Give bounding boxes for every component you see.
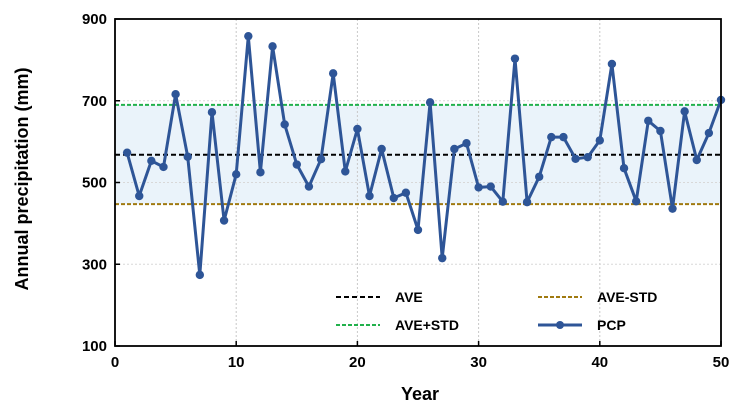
pcp-point xyxy=(401,188,411,197)
pcp-point xyxy=(389,193,398,203)
y-tick-label: 100 xyxy=(82,338,107,355)
x-axis-title: Year xyxy=(401,384,439,404)
pcp-point xyxy=(268,42,277,51)
plot-frame-layer xyxy=(114,18,722,347)
legend-marker-pcp xyxy=(556,321,564,329)
pcp-point xyxy=(195,270,205,280)
pcp-point xyxy=(656,126,665,136)
pcp-point xyxy=(704,128,714,138)
pcp-point xyxy=(292,160,301,169)
tick-labels-layer: 100 300 500 700 900 0 10 20 30 40 50 xyxy=(82,11,729,371)
pcp-point xyxy=(631,197,641,206)
pcp-point xyxy=(413,225,423,235)
pcp-point xyxy=(486,182,495,191)
pcp-point xyxy=(328,69,338,78)
pcp-series-layer xyxy=(122,31,726,280)
y-tick-label: 300 xyxy=(82,256,107,273)
legend: AVE AVE-STD AVE+STD PCP xyxy=(336,289,657,333)
pcp-point xyxy=(692,155,701,165)
pcp-point xyxy=(304,182,314,191)
x-tick-label: 40 xyxy=(591,354,608,371)
legend-label-ave-std: AVE-STD xyxy=(597,289,657,305)
pcp-point xyxy=(644,116,653,125)
pcp-line xyxy=(125,34,723,277)
pcp-point xyxy=(547,132,556,142)
x-tick-label: 0 xyxy=(111,354,119,371)
pcp-point xyxy=(207,107,217,117)
pcp-point xyxy=(159,162,168,172)
legend-label-ave: AVE xyxy=(395,289,423,305)
y-tick-label: 900 xyxy=(82,11,107,28)
pcp-point xyxy=(450,144,459,154)
pcp-point xyxy=(256,168,265,177)
pcp-point xyxy=(668,204,677,213)
grid-layer xyxy=(115,19,721,346)
legend-label-ave-plus-std: AVE+STD xyxy=(395,317,459,333)
pcp-point xyxy=(244,31,253,41)
pcp-point xyxy=(353,124,362,134)
pcp-point xyxy=(232,170,241,179)
y-axis-title: Annual precipitation (mm) xyxy=(12,67,32,290)
pcp-point xyxy=(122,148,132,157)
pcp-point xyxy=(438,253,447,263)
pcp-point xyxy=(535,172,544,181)
x-tick-label: 10 xyxy=(228,354,245,371)
pcp-point xyxy=(365,191,374,201)
pcp-point xyxy=(571,154,580,163)
pcp-point xyxy=(498,197,508,206)
x-tick-label: 20 xyxy=(349,354,366,371)
pcp-point xyxy=(619,163,629,173)
y-tick-label: 700 xyxy=(82,93,107,110)
pcp-point xyxy=(219,216,229,225)
pcp-point xyxy=(425,98,435,107)
pcp-point xyxy=(583,152,592,162)
x-tick-label: 50 xyxy=(713,354,730,371)
pcp-point xyxy=(183,152,192,161)
pcp-point xyxy=(680,107,689,116)
pcp-point xyxy=(341,167,350,176)
pcp-point xyxy=(135,191,144,201)
pcp-point xyxy=(474,183,483,192)
y-tick-label: 500 xyxy=(82,175,107,192)
pcp-point xyxy=(522,197,532,207)
pcp-point xyxy=(316,155,326,164)
pcp-point xyxy=(462,139,471,148)
pcp-point xyxy=(607,59,617,69)
pcp-point xyxy=(559,132,568,142)
pcp-point xyxy=(147,156,156,166)
legend-label-pcp: PCP xyxy=(597,317,626,333)
pcp-point xyxy=(510,54,520,63)
x-tick-label: 30 xyxy=(470,354,487,371)
pcp-point xyxy=(280,120,289,129)
pcp-point xyxy=(377,144,386,154)
pcp-point xyxy=(171,90,180,99)
pcp-point xyxy=(595,136,604,145)
